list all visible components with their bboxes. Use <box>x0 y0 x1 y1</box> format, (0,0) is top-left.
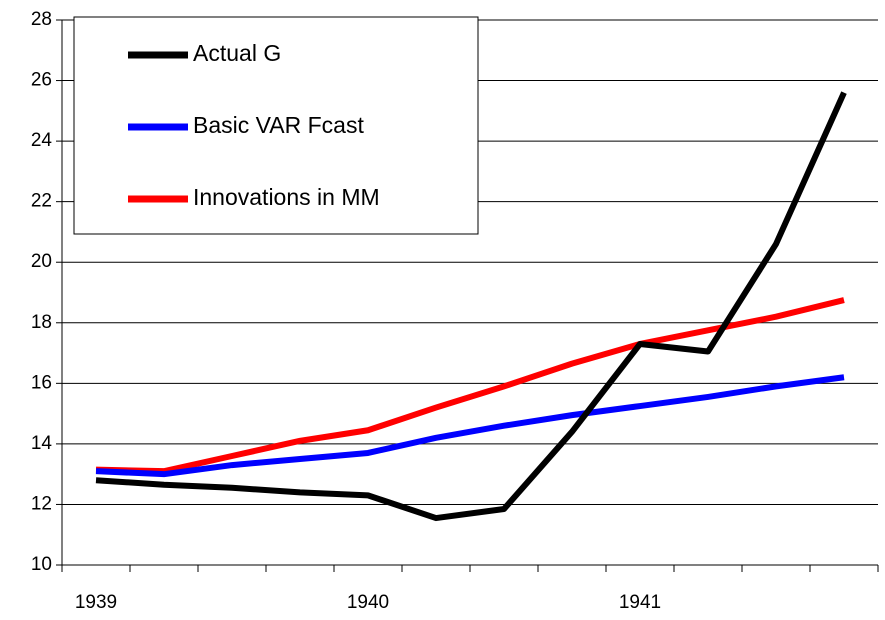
y-tick-label: 26 <box>31 70 52 91</box>
legend-label: Actual G <box>193 40 281 66</box>
x-tick-label: 1941 <box>619 592 661 613</box>
series-line <box>95 374 845 478</box>
y-tick-label: 24 <box>31 130 53 151</box>
x-tick-label: 1940 <box>347 592 389 613</box>
y-tick-label: 18 <box>31 312 52 333</box>
y-tick-label: 16 <box>31 372 52 393</box>
y-tick-label: 10 <box>31 554 52 575</box>
series-line <box>95 297 845 475</box>
x-tick-label: 1939 <box>75 592 117 613</box>
y-tick-label: 12 <box>31 493 52 514</box>
y-tick-label: 28 <box>31 9 52 30</box>
y-tick-label: 20 <box>31 251 52 272</box>
y-tick-label: 22 <box>31 191 52 212</box>
legend-label: Innovations in MM <box>193 184 380 210</box>
y-tick-label: 14 <box>31 433 53 454</box>
legend-label: Basic VAR Fcast <box>193 112 364 138</box>
series-line <box>95 91 847 522</box>
